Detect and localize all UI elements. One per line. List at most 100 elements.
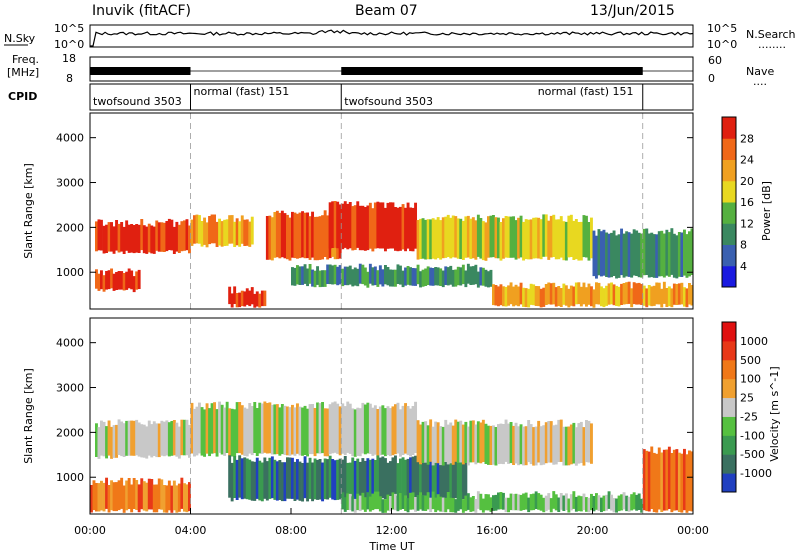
heat-cell-0-4-13: [298, 212, 302, 259]
heat-cell-1-0-20: [145, 426, 149, 459]
heat-cell-1-4-13: [449, 422, 453, 464]
heat-cell-1-5-79: [539, 494, 543, 511]
heat-cell-0-8-31: [569, 285, 573, 306]
heat-cell-1-2-3: [198, 402, 201, 454]
heat-cell-1-5-70: [517, 494, 521, 511]
heat-cell-1-1-1: [92, 480, 96, 511]
heat-cell-0-6-11: [444, 216, 448, 258]
heat-cell-1-5-56: [481, 498, 485, 513]
heat-cell-1-3-62: [384, 458, 387, 499]
heat-cell-0-1-2: [100, 270, 103, 290]
heat-cell-1-1-32: [170, 485, 174, 513]
heat-cell-0-6-4: [426, 219, 430, 260]
heat-cell-0-8-29: [564, 285, 568, 306]
heat-cell-0-2-24: [250, 216, 254, 245]
heat-cell-0-2-6: [205, 222, 209, 248]
heat-cell-0-8-75: [680, 282, 684, 305]
heat-cell-1-5-17: [384, 499, 387, 513]
heat-cell-0-8-2: [497, 286, 500, 307]
heat-cell-1-3-45: [341, 459, 345, 500]
heat-cell-1-3-44: [338, 458, 342, 500]
heat-cell-1-5-102: [597, 495, 601, 511]
heat-cell-0-5-26: [394, 207, 397, 251]
heat-cell-1-5-13: [373, 491, 377, 510]
heat-cell-1-5-0: [341, 492, 345, 510]
heat-cell-1-6-2: [647, 451, 651, 512]
heat-cell-1-4-39: [514, 422, 518, 464]
heat-cell-1-2-42: [296, 403, 299, 454]
heat-cell-1-4-5: [429, 419, 433, 462]
heat-cell-0-7-70: [466, 263, 470, 284]
heat-cell-0-9-18: [637, 232, 641, 278]
cpid-mode-1: normal (fast) 151: [194, 85, 290, 98]
heat-cell-1-2-22: [245, 408, 249, 457]
colorbar-0-tick-3: 16: [740, 196, 754, 209]
panel-0-ytick-3: 4000: [56, 132, 84, 145]
heat-cell-0-4-18: [311, 211, 315, 258]
heat-cell-0-7-47: [409, 267, 413, 286]
heat-cell-1-3-93: [461, 458, 465, 499]
heat-cell-0-1-17: [137, 269, 141, 289]
heat-cell-0-7-75: [479, 267, 483, 286]
heat-cell-0-8-45: [605, 285, 609, 306]
heat-cell-0-0-9: [117, 223, 121, 253]
heat-cell-0-0-5: [107, 222, 111, 252]
heat-cell-0-9-32: [672, 233, 676, 278]
heat-cell-1-3-70: [404, 459, 408, 500]
heat-cell-0-9-4: [602, 229, 606, 276]
heat-cell-0-7-60: [441, 270, 445, 288]
heat-cell-1-1-0: [90, 485, 93, 513]
heat-cell-1-3-41: [331, 459, 335, 500]
heat-cell-1-2-37: [283, 405, 287, 455]
heat-cell-0-8-28: [562, 283, 566, 305]
noise-right-tick-top: 10^5: [707, 22, 737, 35]
heat-cell-1-1-13: [122, 485, 126, 513]
heat-cell-1-1-39: [188, 482, 191, 512]
heat-cell-1-3-49: [351, 457, 355, 499]
heat-cell-0-0-8: [115, 220, 119, 251]
heat-cell-0-0-6: [110, 222, 114, 252]
heat-cell-1-1-25: [152, 484, 156, 513]
heat-cell-1-2-73: [373, 405, 377, 455]
xtick-1: 04:00: [175, 524, 207, 537]
heat-cell-0-6-34: [502, 218, 505, 259]
heat-cell-1-0-19: [142, 424, 146, 458]
heat-cell-0-8-56: [632, 282, 636, 305]
heat-cell-1-1-11: [117, 480, 121, 511]
heat-cell-1-3-23: [286, 457, 289, 499]
heat-cell-0-7-1: [293, 267, 297, 286]
heat-cell-1-3-83: [436, 462, 440, 502]
heat-cell-0-8-22: [547, 282, 551, 305]
heat-cell-1-5-22: [396, 495, 400, 512]
heat-cell-1-3-25: [291, 457, 294, 499]
power-y-axis: 1000 2000 3000 4000: [56, 132, 693, 279]
heat-cell-0-4-0: [265, 216, 269, 260]
heat-cell-0-5-31: [406, 202, 410, 249]
velocity-y-label: Slant Range [km]: [22, 368, 35, 464]
colorbar-1-swatch-6: [722, 359, 736, 380]
heat-cell-0-6-45: [529, 219, 533, 260]
heat-cell-0-0-33: [177, 224, 181, 253]
heat-cell-0-8-6: [507, 285, 511, 306]
time-x-axis: 00:00 04:00 08:00 12:00 16:00 20:00 00:00: [74, 508, 709, 537]
heat-cell-0-0-17: [137, 224, 141, 253]
heat-cell-1-5-119: [640, 498, 644, 513]
heat-cell-1-5-66: [507, 497, 511, 513]
heat-cell-0-7-76: [481, 267, 485, 286]
heat-cell-1-5-61: [494, 494, 498, 511]
heat-cell-0-7-68: [461, 264, 465, 285]
heat-cell-0-6-60: [567, 215, 571, 258]
heat-cell-1-6-13: [675, 449, 679, 511]
heat-cell-1-3-33: [311, 462, 315, 502]
heat-cell-1-4-36: [507, 423, 511, 464]
heat-cell-0-9-30: [667, 232, 671, 277]
heat-cell-0-6-65: [579, 221, 583, 261]
heat-cell-1-2-23: [248, 403, 252, 454]
velocity-y-axis: 1000 2000 3000 4000: [56, 337, 693, 484]
heat-cell-1-0-24: [155, 423, 159, 458]
heat-cell-1-4-51: [544, 422, 548, 464]
colorbar-1-tick-7: -1000: [740, 467, 772, 480]
heat-cell-1-4-68: [587, 420, 591, 463]
heat-cell-1-1-14: [125, 480, 129, 511]
heat-cell-0-1-16: [135, 271, 139, 290]
